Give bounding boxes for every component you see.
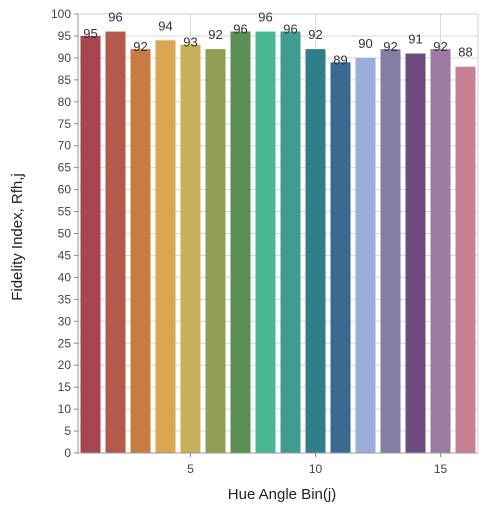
y-tick-label: 20	[58, 358, 72, 372]
bar-data-label: 92	[308, 27, 322, 42]
bar	[405, 53, 426, 453]
bar-data-label: 94	[158, 18, 172, 33]
bar-data-label: 89	[333, 52, 347, 67]
bar	[280, 31, 301, 454]
y-tick-label: 50	[58, 227, 72, 241]
y-tick-label: 80	[58, 95, 72, 109]
bar-data-label: 92	[433, 39, 447, 54]
bar	[380, 49, 401, 454]
bar	[355, 57, 376, 454]
y-tick-label: 30	[58, 314, 72, 328]
x-tick-label: 15	[434, 462, 448, 476]
bar-data-label: 96	[283, 22, 297, 37]
bar	[105, 31, 126, 454]
bar-data-label: 96	[258, 10, 272, 25]
y-tick-label: 15	[58, 380, 72, 394]
bar	[230, 31, 251, 454]
bar	[330, 62, 351, 453]
x-tick-label: 5	[187, 462, 194, 476]
y-tick-label: 5	[64, 424, 71, 438]
bar-data-label: 96	[108, 10, 122, 25]
bar	[255, 31, 276, 454]
y-tick-label: 45	[58, 248, 72, 262]
bar-data-label: 92	[383, 39, 397, 54]
bar-data-label: 93	[183, 35, 197, 50]
bar-data-label: 91	[408, 32, 422, 47]
bar	[455, 66, 476, 454]
bar	[130, 49, 151, 454]
y-tick-label: 65	[58, 161, 72, 175]
bar-data-label: 96	[233, 22, 247, 37]
y-axis-title: Fidelity Index, Rfh,j	[9, 173, 26, 301]
bar-data-label: 90	[358, 36, 372, 51]
x-tick-label: 10	[309, 462, 323, 476]
axis-layer: 0 5 10 15 20 25 30 35 40 45 50 55 60 65 70 75 80 85 90 95 10…	[51, 7, 478, 476]
bar	[155, 40, 176, 454]
bar	[430, 49, 451, 454]
bar	[205, 49, 226, 454]
y-tick-label: 10	[58, 402, 72, 416]
y-tick-label: 0	[64, 446, 71, 460]
y-tick-label: 90	[58, 51, 72, 65]
bar-data-label: 95	[83, 26, 97, 41]
y-tick-label: 55	[58, 205, 72, 219]
bar	[305, 49, 326, 454]
y-tick-label: 60	[58, 183, 72, 197]
y-tick-label: 70	[58, 139, 72, 153]
bar-data-label: 92	[208, 27, 222, 42]
bar-layer	[80, 31, 476, 454]
y-tick-label: 35	[58, 292, 72, 306]
bar	[80, 35, 101, 453]
y-tick-label: 95	[58, 29, 72, 43]
bar-data-label: 92	[133, 39, 147, 54]
y-tick-label: 85	[58, 73, 72, 87]
y-tick-label: 40	[58, 270, 72, 284]
bar-data-label: 88	[458, 45, 472, 60]
x-axis-title: Hue Angle Bin(j)	[228, 486, 336, 503]
y-tick-label: 100	[51, 7, 71, 21]
bar	[180, 44, 201, 453]
y-tick-label: 25	[58, 336, 72, 350]
label-layer: 95 96 92 94 93 92 96 96 96 92 89 90 92 91 92 88	[83, 10, 472, 68]
y-tick-label: 75	[58, 117, 72, 131]
